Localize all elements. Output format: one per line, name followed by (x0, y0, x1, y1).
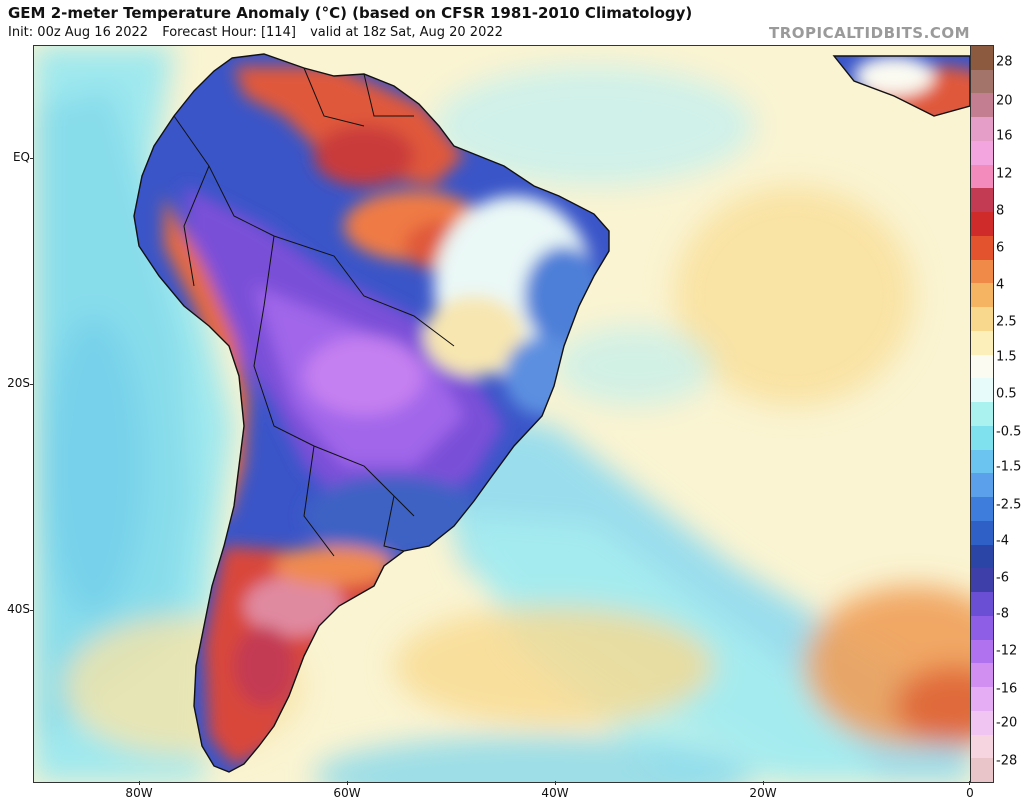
africa-coast (832, 55, 970, 117)
valid-time: valid at 18z Sat, Aug 20 2022 (310, 25, 503, 40)
colorbar-swatch (971, 734, 993, 759)
colorbar-label: -8 (996, 606, 1009, 622)
colorbar-swatch (971, 520, 993, 546)
colorbar-swatch (971, 140, 993, 166)
forecast-hour: Forecast Hour: [114] (162, 25, 296, 40)
colorbar-label: 12 (996, 166, 1013, 182)
colorbar-label: -16 (996, 681, 1018, 697)
colorbar-swatch (971, 259, 993, 284)
colorbar-label: 0.5 (996, 386, 1017, 402)
lat-label-20s: 20S (7, 376, 30, 390)
lat-label-eq: EQ (12, 150, 30, 164)
colorbar-swatch (971, 283, 993, 308)
lon-label-20w: 20W (749, 786, 777, 800)
lat-tick (30, 384, 34, 385)
colorbar-swatch (971, 497, 993, 522)
colorbar-label: 6 (996, 240, 1005, 256)
colorbar-label: 8 (996, 203, 1005, 219)
colorbar-swatch (971, 378, 993, 403)
colorbar-swatch (971, 568, 993, 593)
lon-tick (763, 781, 764, 785)
colorbar-swatch (971, 307, 993, 332)
lon-label-80w: 80W (125, 786, 153, 800)
colorbar-label: 4 (996, 277, 1005, 293)
colorbar-swatch (971, 164, 993, 189)
init-time: Init: 00z Aug 16 2022 (8, 25, 149, 40)
colorbar-swatch (971, 615, 993, 641)
colorbar-swatch (971, 188, 993, 213)
colorbar-swatch (971, 758, 993, 783)
colorbar-swatch (971, 592, 993, 617)
country-borders (173, 67, 455, 557)
colorbar-swatch (971, 402, 993, 427)
chart-subtitle: Init: 00z Aug 16 2022 Forecast Hour: [11… (8, 25, 513, 40)
colorbar-swatch (971, 425, 993, 451)
colorbar-label: -2.5 (996, 497, 1022, 513)
lon-tick (139, 781, 140, 785)
colorbar-swatch (971, 687, 993, 712)
anomaly-map (34, 46, 970, 782)
colorbar-swatch (971, 710, 993, 735)
lat-tick (30, 158, 34, 159)
colorbar-swatch (971, 117, 993, 142)
chart-title: GEM 2-meter Temperature Anomaly (°C) (ba… (8, 4, 693, 22)
lon-tick (969, 781, 970, 785)
colorbar (970, 45, 994, 783)
colorbar-swatch (971, 663, 993, 688)
colorbar-swatch (971, 46, 993, 71)
lon-label-0: 0 (966, 786, 974, 800)
colorbar-label: -4 (996, 533, 1009, 549)
colorbar-label: -12 (996, 643, 1018, 659)
colorbar-label: -0.5 (996, 424, 1022, 440)
colorbar-swatch (971, 212, 993, 237)
colorbar-swatch (971, 330, 993, 356)
colorbar-swatch (971, 544, 993, 569)
colorbar-label: 16 (996, 128, 1013, 144)
watermark: TROPICALTIDBITS.COM (769, 24, 970, 42)
colorbar-label: 1.5 (996, 349, 1017, 365)
lat-tick (30, 610, 34, 611)
colorbar-swatch (971, 93, 993, 118)
colorbar-label: -1.5 (996, 459, 1022, 475)
colorbar-label: -20 (996, 715, 1018, 731)
colorbar-label: -6 (996, 570, 1009, 586)
colorbar-swatch (971, 354, 993, 379)
colorbar-swatch (971, 473, 993, 498)
lon-label-40w: 40W (541, 786, 569, 800)
colorbar-swatch (971, 449, 993, 474)
colorbar-label: 2.5 (996, 314, 1017, 330)
colorbar-swatch (971, 69, 993, 94)
lon-label-60w: 60W (333, 786, 361, 800)
colorbar-label: -28 (996, 753, 1018, 769)
colorbar-label: 20 (996, 93, 1013, 109)
colorbar-label: 28 (996, 54, 1013, 70)
lat-label-40s: 40S (7, 602, 30, 616)
lon-tick (347, 781, 348, 785)
colorbar-swatch (971, 639, 993, 664)
map-area[interactable] (33, 45, 971, 783)
colorbar-swatch (971, 235, 993, 261)
lon-tick (555, 781, 556, 785)
coastline-outlines (133, 53, 970, 773)
